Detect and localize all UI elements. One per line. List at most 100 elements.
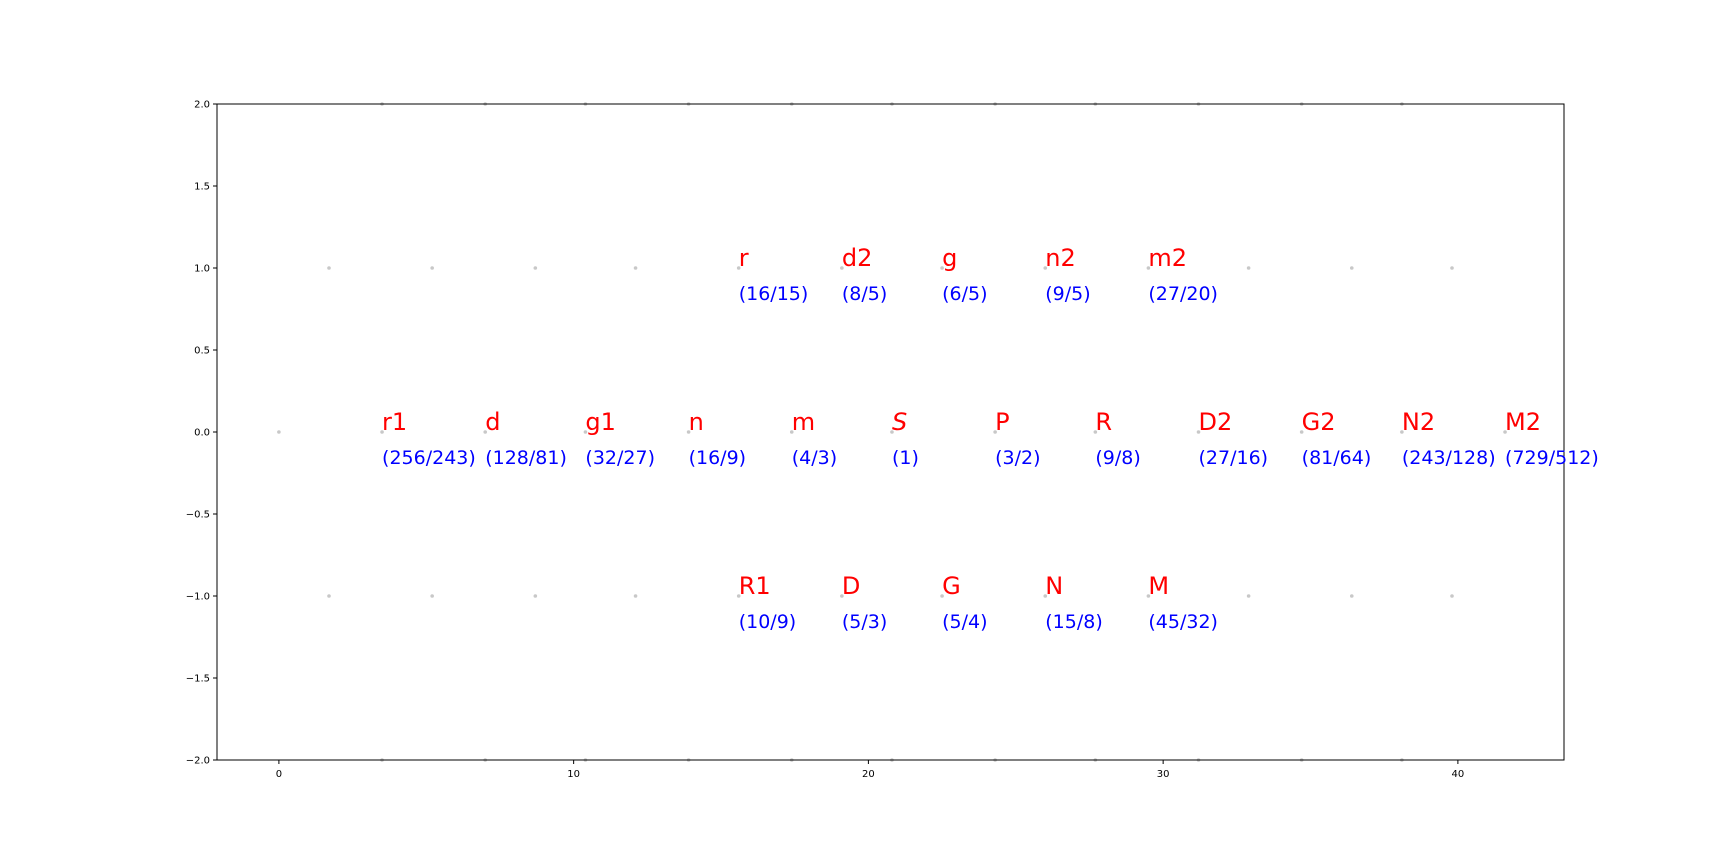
y-tick-label: 2.0 [194, 100, 210, 111]
x-axis: 0 10 20 30 40 [276, 760, 1465, 780]
data-point [840, 266, 844, 270]
note-label: R [1095, 408, 1112, 436]
label-layer: r1 (256/243) d (128/81) g1 (32/27) n (16/9) m (4/… [382, 244, 1599, 633]
data-point [483, 430, 488, 434]
note-label: d [485, 408, 500, 436]
y-tick-label: 0.0 [194, 428, 210, 439]
ratio-label: (1) [892, 447, 919, 469]
data-point [430, 266, 434, 270]
note-label: g [942, 244, 957, 272]
data-point [940, 594, 944, 598]
data-point [736, 594, 741, 598]
note-label: m2 [1148, 244, 1187, 272]
note-label: M [1148, 572, 1169, 600]
y-tick-label: −2.0 [186, 756, 210, 767]
data-point [1246, 266, 1251, 270]
note-label: n2 [1045, 244, 1075, 272]
note-label: n [689, 408, 704, 436]
x-tick-label: 40 [1452, 769, 1465, 780]
y-tick-label: −1.5 [186, 674, 210, 685]
data-point [686, 430, 691, 434]
ratio-label: (15/8) [1045, 611, 1103, 633]
data-point [1299, 430, 1304, 434]
data-point [430, 594, 434, 598]
x-tick-label: 30 [1157, 769, 1170, 780]
ratio-label: (256/243) [382, 447, 476, 469]
note-label: d2 [842, 244, 873, 272]
data-point [840, 594, 844, 598]
data-point [1349, 266, 1354, 270]
ratio-label: (8/5) [842, 283, 887, 305]
ratio-label: (4/3) [792, 447, 837, 469]
data-point [890, 430, 894, 434]
ratio-label: (5/4) [942, 611, 987, 633]
note-label: P [995, 408, 1009, 436]
ratio-label: (27/16) [1199, 447, 1269, 469]
ratio-label: (81/64) [1302, 447, 1372, 469]
note-label: N2 [1402, 408, 1435, 436]
data-point [583, 430, 588, 434]
data-point [1450, 594, 1454, 598]
ratio-label: (243/128) [1402, 447, 1496, 469]
ratio-label: (3/2) [995, 447, 1040, 469]
data-point [1043, 594, 1048, 598]
data-point [277, 430, 281, 434]
note-label: N [1045, 572, 1063, 600]
data-point [533, 266, 538, 270]
y-axis: 2.0 1.5 1.0 0.5 0.0 −0.5 −1.0 −1.5 −2.0 [186, 100, 217, 767]
note-label: G [942, 572, 961, 600]
y-tick-label: 0.5 [194, 346, 210, 357]
note-label: D [842, 572, 860, 600]
ratio-label: (128/81) [485, 447, 567, 469]
ratio-label: (10/9) [739, 611, 797, 633]
data-point [633, 594, 638, 598]
marker-layer [277, 102, 1507, 762]
data-point [1503, 430, 1507, 434]
data-point [993, 430, 997, 434]
data-point [1146, 594, 1151, 598]
ratio-label: (16/9) [689, 447, 747, 469]
data-point [1400, 430, 1404, 434]
note-label: M2 [1505, 408, 1541, 436]
y-tick-label: −0.5 [186, 510, 210, 521]
data-point [1196, 430, 1201, 434]
data-point [736, 266, 741, 270]
data-point [533, 594, 538, 598]
ratio-label: (16/15) [739, 283, 809, 305]
ratio-label: (45/32) [1148, 611, 1218, 633]
data-point [327, 594, 331, 598]
ratio-label: (9/5) [1045, 283, 1090, 305]
data-point [1093, 430, 1098, 434]
y-tick-label: 1.0 [194, 264, 210, 275]
y-tick-label: 1.5 [194, 182, 210, 193]
note-label: r [739, 244, 749, 272]
data-point [327, 266, 331, 270]
x-tick-label: 0 [276, 769, 282, 780]
y-tick-label: −1.0 [186, 592, 210, 603]
ratio-label: (729/512) [1505, 447, 1599, 469]
ratio-label: (27/20) [1148, 283, 1218, 305]
note-label: D2 [1199, 408, 1233, 436]
ratio-label: (32/27) [585, 447, 655, 469]
note-label: r1 [382, 408, 407, 436]
data-point [940, 266, 944, 270]
note-label: g1 [585, 408, 616, 436]
data-point [1246, 594, 1251, 598]
data-point [1146, 266, 1151, 270]
ratio-label: (6/5) [942, 283, 987, 305]
x-tick-label: 20 [862, 769, 875, 780]
data-point [1450, 266, 1454, 270]
data-point [1349, 594, 1354, 598]
data-point [1043, 266, 1048, 270]
note-label: R1 [739, 572, 771, 600]
x-tick-label: 10 [567, 769, 580, 780]
note-label: S [892, 408, 907, 436]
note-label: G2 [1302, 408, 1336, 436]
note-label: m [792, 408, 815, 436]
data-point [633, 266, 638, 270]
ratio-label: (9/8) [1095, 447, 1140, 469]
data-point [789, 430, 794, 434]
ratio-label: (5/3) [842, 611, 887, 633]
data-point [380, 430, 384, 434]
